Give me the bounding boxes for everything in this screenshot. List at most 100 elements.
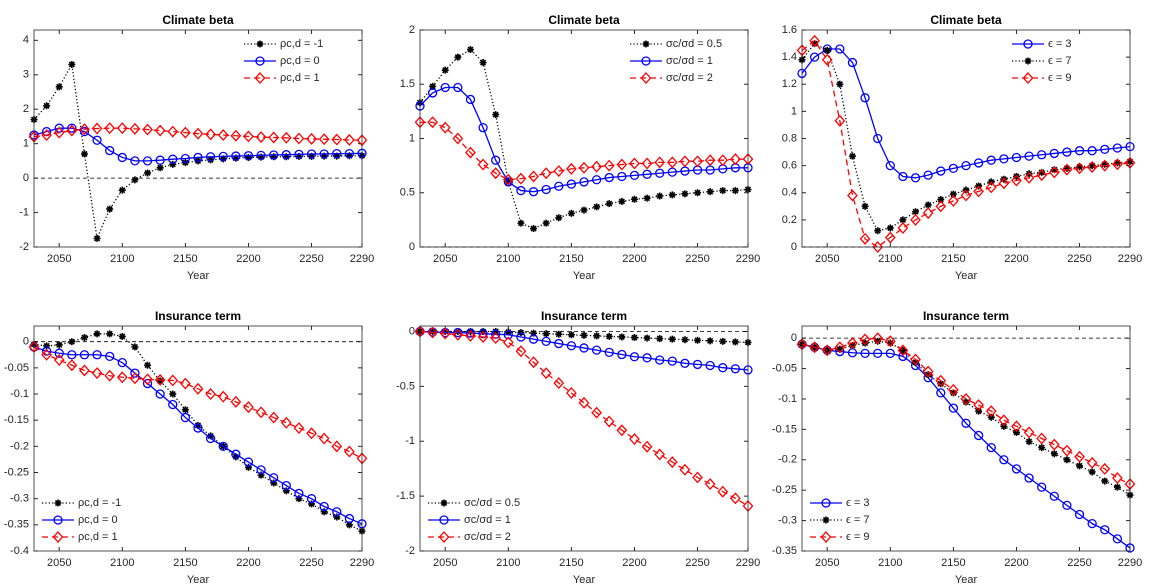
marker bbox=[717, 154, 729, 167]
marker bbox=[948, 383, 959, 396]
x-tick-label: 2050 bbox=[815, 557, 839, 569]
y-tick-label: -0.2 bbox=[10, 440, 29, 452]
marker bbox=[440, 82, 450, 93]
legend-label: ϵ = 3 bbox=[1048, 38, 1072, 50]
legend-label: ρc,d = -1 bbox=[280, 38, 323, 50]
marker bbox=[131, 343, 139, 351]
marker bbox=[666, 456, 678, 469]
marker bbox=[886, 339, 894, 347]
marker bbox=[1012, 428, 1020, 436]
x-tick-label: 2100 bbox=[496, 557, 520, 569]
marker bbox=[566, 386, 577, 399]
marker bbox=[847, 57, 858, 68]
marker bbox=[465, 146, 476, 159]
marker bbox=[578, 396, 590, 409]
y-tick-label: 0.2 bbox=[782, 214, 797, 226]
marker bbox=[441, 327, 449, 335]
legend-label: ϵ = 9 bbox=[846, 531, 870, 543]
marker bbox=[937, 196, 945, 204]
x-tick-label: 2100 bbox=[496, 253, 520, 265]
marker bbox=[730, 153, 741, 166]
y-tick-label: -0.2 bbox=[778, 454, 797, 466]
series-line bbox=[419, 48, 749, 230]
marker bbox=[218, 441, 228, 451]
marker bbox=[129, 372, 141, 385]
marker bbox=[666, 156, 678, 169]
marker bbox=[1000, 422, 1008, 430]
marker bbox=[641, 440, 653, 453]
marker bbox=[540, 367, 552, 380]
marker bbox=[130, 368, 140, 378]
marker bbox=[68, 338, 76, 346]
marker bbox=[1086, 161, 1098, 173]
chart-title: Climate beta bbox=[162, 13, 234, 27]
marker bbox=[949, 190, 957, 198]
marker bbox=[848, 341, 856, 349]
marker bbox=[219, 155, 227, 163]
legend-label: σc/σd = 0.5 bbox=[464, 497, 520, 509]
axes-box bbox=[33, 29, 363, 248]
marker bbox=[454, 327, 462, 335]
marker bbox=[67, 123, 77, 133]
marker bbox=[243, 151, 254, 161]
x-axis-label: Year bbox=[955, 574, 978, 586]
marker bbox=[1023, 171, 1035, 184]
marker bbox=[320, 152, 328, 160]
marker bbox=[1101, 160, 1109, 168]
marker bbox=[280, 131, 292, 144]
y-tick-label: -0.35 bbox=[772, 545, 797, 557]
series-line bbox=[33, 62, 362, 241]
marker bbox=[1011, 152, 1022, 163]
marker bbox=[257, 153, 265, 161]
y-tick-label: -0.05 bbox=[4, 362, 29, 374]
marker bbox=[270, 153, 278, 161]
axes-box bbox=[419, 325, 749, 552]
y-tick-label: 1.6 bbox=[782, 24, 797, 36]
marker bbox=[654, 156, 666, 169]
marker bbox=[180, 153, 191, 164]
marker bbox=[1088, 162, 1096, 170]
marker bbox=[465, 329, 476, 342]
marker bbox=[491, 155, 501, 165]
marker bbox=[616, 158, 628, 171]
marker bbox=[503, 177, 513, 187]
marker bbox=[68, 60, 76, 68]
marker bbox=[1063, 164, 1071, 172]
marker bbox=[912, 208, 920, 216]
marker bbox=[441, 66, 449, 74]
marker bbox=[861, 339, 869, 347]
marker bbox=[961, 418, 971, 428]
marker bbox=[244, 153, 252, 161]
marker bbox=[580, 206, 588, 214]
marker bbox=[344, 513, 355, 524]
marker bbox=[540, 167, 552, 180]
marker bbox=[859, 333, 871, 346]
chart-title: Insurance term bbox=[923, 309, 1009, 323]
marker bbox=[55, 341, 63, 349]
legend-label: ϵ = 3 bbox=[846, 497, 870, 509]
y-tick-label: -0.15 bbox=[772, 423, 797, 435]
marker bbox=[439, 327, 451, 340]
marker bbox=[960, 189, 972, 202]
marker bbox=[566, 162, 577, 175]
y-tick-label: 0.4 bbox=[782, 187, 797, 199]
y-tick-label: 3 bbox=[23, 69, 29, 81]
legend-marker bbox=[54, 499, 62, 507]
marker bbox=[345, 152, 353, 160]
marker bbox=[193, 423, 203, 433]
marker bbox=[579, 343, 589, 353]
marker bbox=[1049, 148, 1059, 159]
marker bbox=[604, 347, 614, 357]
legend-marker bbox=[1022, 72, 1034, 84]
x-tick-label: 2250 bbox=[685, 557, 709, 569]
marker bbox=[1076, 462, 1084, 470]
marker bbox=[836, 345, 844, 353]
x-tick-label: 2290 bbox=[350, 253, 374, 265]
x-tick-label: 2050 bbox=[433, 253, 457, 265]
marker bbox=[641, 157, 653, 170]
chart-title: Climate beta bbox=[548, 13, 620, 27]
marker bbox=[578, 161, 590, 174]
marker bbox=[1036, 169, 1048, 182]
marker bbox=[897, 344, 909, 357]
panel: Climate beta Year 2050 2100 2150 2200 2250 2290… bbox=[19, 13, 374, 282]
